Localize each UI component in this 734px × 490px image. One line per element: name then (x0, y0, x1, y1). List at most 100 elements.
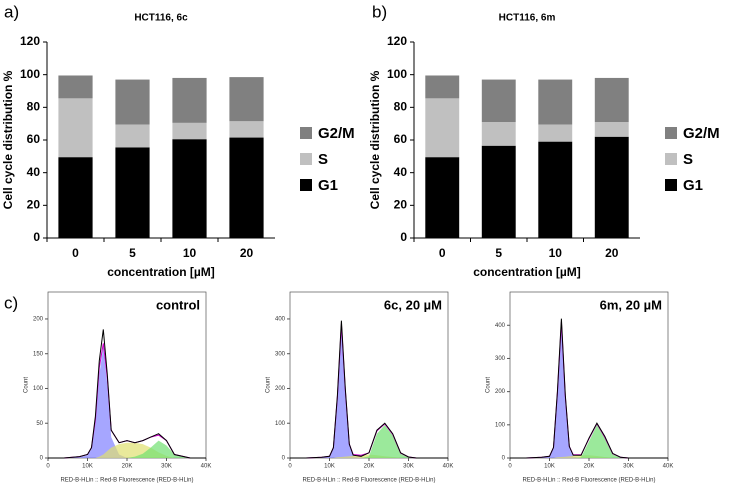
y-tick-label: 200 (275, 386, 286, 392)
bar-segment (538, 141, 573, 238)
x-tick-label: 10K (82, 464, 93, 470)
x-axis-label: RED-B-HLin :: Red-B Fluorescence (RED-B-… (522, 478, 655, 484)
area (48, 442, 206, 458)
bar-segment (594, 77, 629, 123)
chart-title: HCT116, 6c (134, 13, 188, 24)
legend-swatch (300, 153, 312, 165)
bar-segment (58, 75, 93, 99)
bar-segment (229, 121, 264, 138)
bar-segment (58, 98, 93, 158)
x-tick-label: 5 (129, 246, 136, 260)
x-axis-label: RED-B-HLin :: Red-B Fluorescence (RED-B-… (302, 478, 435, 484)
legend-label: S (683, 151, 693, 168)
y-tick-label: 40 (27, 165, 41, 179)
legend-swatch (300, 127, 312, 139)
x-tick-label: 10K (324, 464, 335, 470)
bar-segment (115, 124, 150, 148)
y-tick-label: 60 (27, 132, 41, 146)
x-tick-label: 30K (161, 464, 172, 470)
x-axis-label: concentration [µM] (107, 265, 215, 279)
panel-label: b) (372, 2, 387, 21)
plot-frame (289, 291, 449, 459)
y-tick-label: 400 (495, 323, 506, 329)
bar-segment (594, 122, 629, 137)
panel-label: a) (4, 2, 19, 21)
x-tick-label: 20K (122, 464, 133, 470)
y-tick-label: 0 (282, 456, 286, 462)
x-tick-label: 20 (240, 246, 254, 260)
x-tick-label: 40K (663, 464, 674, 470)
bar-segment (425, 98, 460, 158)
x-tick-label: 20K (364, 464, 375, 470)
x-axis-label: concentration [µM] (473, 265, 581, 279)
bar-segment (425, 157, 460, 238)
y-tick-label: 40 (394, 165, 408, 179)
x-tick-label: 0 (288, 464, 292, 470)
plot-frame (47, 291, 207, 459)
bar-segment (481, 122, 516, 146)
y-tick-label: 0 (33, 230, 40, 244)
y-tick-label: 80 (394, 100, 408, 114)
area (510, 424, 668, 458)
x-tick-label: 10K (544, 464, 555, 470)
legend-swatch (665, 153, 677, 165)
x-tick-label: 20 (605, 246, 619, 260)
x-tick-label: 0 (439, 246, 446, 260)
y-tick-label: 300 (275, 351, 286, 357)
bar-segment (172, 139, 207, 238)
y-tick-label: 200 (495, 389, 506, 395)
x-axis-label: RED-B-HLin :: Red-B Fluorescence (RED-B-… (60, 478, 193, 484)
x-tick-label: 20K (584, 464, 595, 470)
bar-segment (481, 145, 516, 238)
y-axis-label: Cell cycle distribution % (368, 70, 382, 209)
chart-title: HCT116, 6m (499, 13, 556, 24)
y-tick-label: 200 (33, 317, 44, 323)
bar-segment (58, 157, 93, 238)
bar-segment (594, 136, 629, 238)
legend-swatch (300, 179, 312, 191)
y-tick-label: 150 (33, 351, 44, 357)
bar-segment (172, 122, 207, 140)
y-tick-label: 0 (40, 456, 44, 462)
bar-segment (115, 79, 150, 125)
y-tick-label: 100 (495, 422, 506, 428)
y-tick-label: 100 (387, 67, 407, 81)
y-tick-label: 80 (27, 100, 41, 114)
y-tick-label: 400 (275, 317, 286, 323)
area (290, 454, 448, 458)
x-tick-label: 0 (508, 464, 512, 470)
y-tick-label: 20 (27, 198, 41, 212)
area (48, 440, 206, 458)
bar-segment (115, 147, 150, 238)
x-tick-label: 5 (495, 246, 502, 260)
x-tick-label: 0 (46, 464, 50, 470)
y-axis-label: Count (486, 377, 492, 393)
y-tick-label: 0 (400, 230, 407, 244)
x-tick-label: 30K (623, 464, 634, 470)
area (290, 325, 448, 458)
legend-swatch (665, 127, 677, 139)
y-tick-label: 20 (394, 198, 408, 212)
y-axis-label: Count (24, 377, 30, 393)
annotation: 6m, 20 µM (600, 297, 662, 312)
y-axis-label: Cell cycle distribution % (1, 70, 15, 209)
y-tick-label: 50 (36, 421, 43, 427)
bar-segment (172, 77, 207, 123)
legend-swatch (665, 179, 677, 191)
bar-segment (538, 79, 573, 125)
legend-label: S (318, 151, 328, 168)
y-tick-label: 120 (387, 34, 407, 48)
line (48, 329, 206, 459)
x-tick-label: 10 (183, 246, 197, 260)
panel-label: c) (4, 293, 18, 312)
bar-segment (538, 124, 573, 142)
annotation: control (156, 297, 200, 312)
bar-segment (229, 137, 264, 238)
legend-label: G2/M (683, 125, 720, 142)
bar-segment (425, 75, 460, 99)
y-tick-label: 60 (394, 132, 408, 146)
legend-label: G2/M (318, 125, 355, 142)
line (290, 324, 448, 459)
y-tick-label: 100 (20, 67, 40, 81)
